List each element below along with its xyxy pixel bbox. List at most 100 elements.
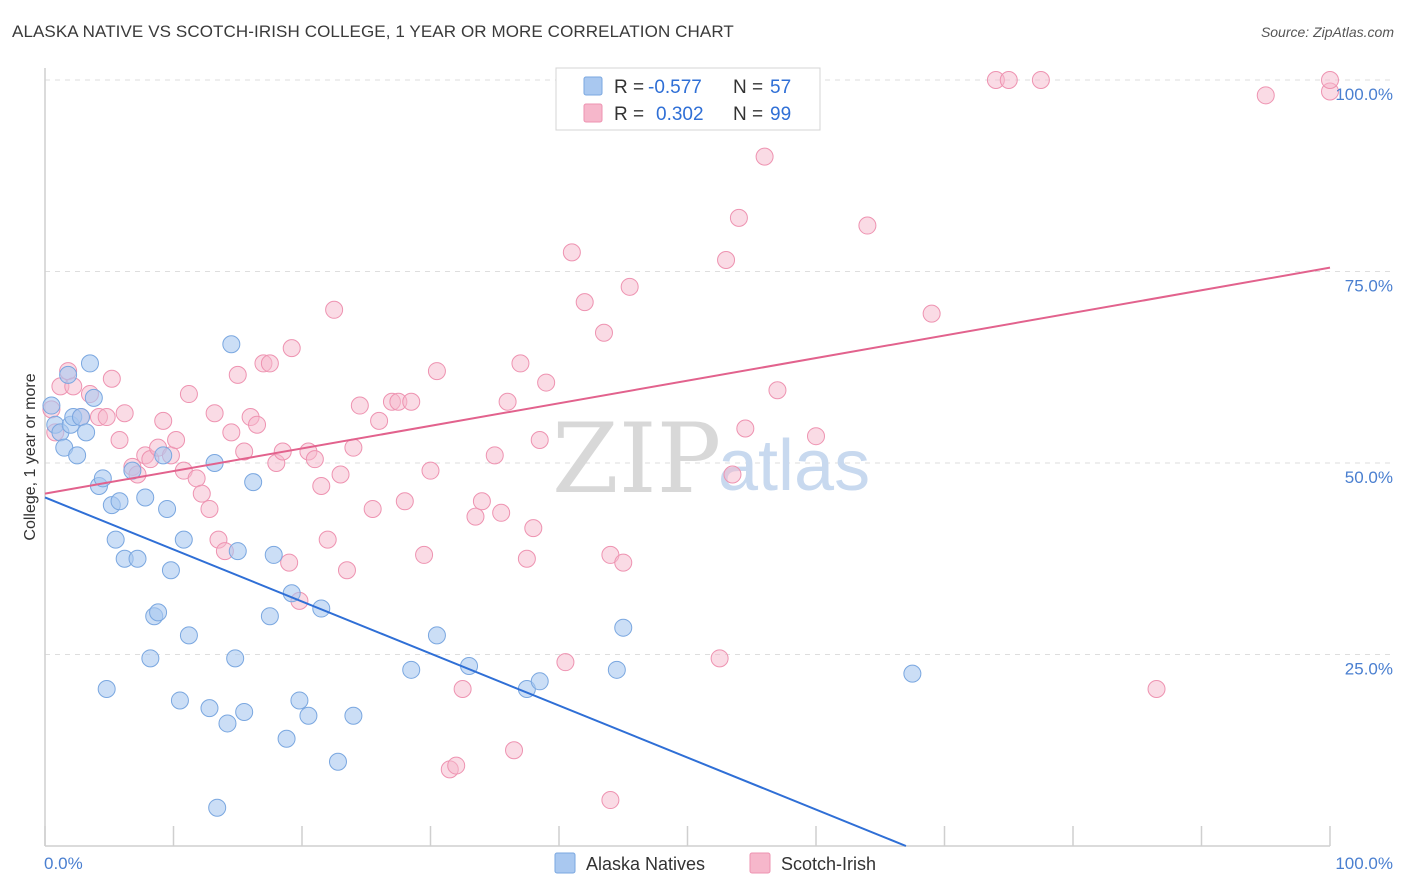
x-tick-marks [44,826,1331,846]
scotch-irish-point [363,499,382,518]
scotch-irish-point [305,450,324,469]
legend-n-label-pink: N = [733,104,763,125]
scotch-irish-point [594,323,613,342]
scotch-irish-point [717,251,736,270]
bottom-legend: Alaska Natives Scotch-Irish [554,852,876,874]
scotch-irish-point [312,476,331,495]
x-tick-label-max: 100.0% [1335,854,1393,873]
alaska-natives-point [154,446,173,465]
scotch-irish-point [260,354,279,373]
scotch-irish-point [192,484,211,503]
scotch-irish-point [807,427,825,446]
y-tick-label: 50.0% [1345,468,1393,487]
alaska-natives-point [299,706,318,725]
alaska-natives-point [328,752,347,771]
alaska-natives-trend-line [44,496,907,847]
scotch-irish-point [350,396,369,415]
alaska-natives-point [530,672,549,691]
legend-n-value-pink: 99 [770,104,791,125]
scotch-irish-point [200,499,219,518]
scotch-irish-point [427,362,446,381]
scotch-irish-point [614,553,633,572]
legend-r-value-blue: -0.577 [648,77,702,98]
scotch-irish-point [710,649,729,668]
scotch-irish-point [768,381,787,400]
alaska-natives-point [71,408,90,427]
scotch-irish-point [331,465,350,484]
scotch-irish-point [337,561,356,580]
scotch-irish-point [505,741,524,760]
alaska-natives-point [42,396,61,415]
legend-r-value-pink: 0.302 [656,104,704,125]
alaska-natives-point [106,530,125,549]
scotch-irish-point [1031,71,1050,89]
scotch-irish-point [562,243,581,262]
alaska-natives-point [260,607,279,626]
scotch-irish-point [472,492,491,511]
scotch-irish-point [723,465,742,484]
scotch-irish-point [1321,71,1339,89]
watermark: ZIP atlas [552,403,870,515]
alaska-natives-point [290,691,309,710]
legend-n-value-blue: 57 [770,77,791,98]
y-tick-labels: 25.0% 50.0% 75.0% 100.0% [1335,85,1393,679]
alaska-natives-point [110,492,129,511]
scotch-irish-point [421,461,440,480]
scotch-irish-point [167,431,186,450]
alaska-natives-point [607,660,626,679]
scotch-irish-point [524,519,543,538]
scotch-irish-point [858,216,877,235]
scotch-irish-point [395,492,414,511]
alaska-natives-point [170,691,189,710]
grid-lines [45,79,1395,655]
legend: R = -0.577 N = 57 R = 0.302 N = 99 [555,67,821,131]
scotch-irish-point [537,373,556,392]
scotch-irish-point [235,442,254,461]
scotch-irish-point [102,369,121,388]
scotch-irish-point [755,147,774,166]
alaska-natives-point [903,664,922,683]
alaska-natives-point [128,549,147,568]
legend-n-label-blue: N = [733,77,763,98]
scotch-irish-point [115,404,134,423]
alaska-natives-point [264,545,283,564]
alaska-natives-point [208,798,227,817]
alaska-natives-point [218,714,237,733]
alaska-natives-points [42,335,922,817]
bottom-legend-label-pink: Scotch-Irish [781,854,876,874]
scotch-irish-point [228,365,247,384]
scotch-irish-point [280,553,299,572]
alaska-natives-point [158,499,177,518]
y-tick-label: 25.0% [1345,660,1393,679]
alaska-natives-point [402,660,421,679]
y-tick-label: 100.0% [1335,85,1393,104]
scotch-irish-point [485,446,504,465]
watermark-atlas: atlas [718,426,870,506]
scotch-irish-point [466,507,485,526]
y-axis-label: College, 1 year or more [22,373,39,540]
bottom-legend-swatch-blue [554,852,576,874]
alaska-natives-point [68,446,87,465]
scotch-irish-point [1147,679,1166,698]
alaska-natives-point [277,729,296,748]
scotch-irish-point [575,293,594,312]
trend-lines [44,266,1331,847]
scotch-irish-point [402,392,421,411]
x-tick-label-min: 0.0% [44,854,83,873]
scotch-irish-point [415,545,434,564]
scotch-irish-point [97,408,116,427]
scotch-irish-point [498,392,517,411]
alaska-natives-point [97,679,116,698]
bottom-legend-swatch-pink [749,852,771,874]
legend-swatch-pink [583,103,603,123]
scotch-irish-point [222,423,241,442]
scotch-irish-point [729,208,748,227]
alaska-natives-point [174,530,193,549]
alaska-natives-point [161,561,180,580]
scotch-irish-point [179,385,198,404]
y-tick-label: 75.0% [1345,277,1393,296]
chart-source: Source: ZipAtlas.com [1260,24,1394,40]
scotch-irish-point [248,415,267,434]
scotch-irish-point [1256,86,1275,105]
